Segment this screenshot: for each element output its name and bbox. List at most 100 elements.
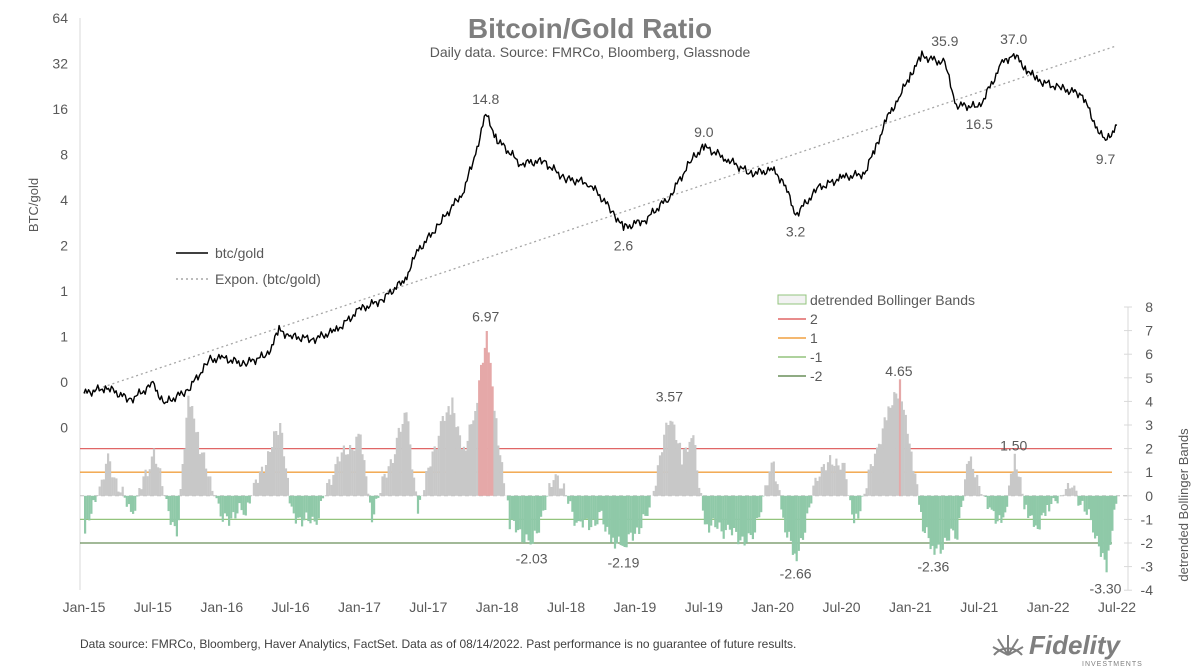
x-tick-label: Jul-17	[409, 599, 447, 615]
band-bar	[148, 469, 151, 496]
band-bar	[457, 426, 460, 496]
band-annotation: -2.66	[780, 566, 812, 582]
band-bar	[552, 480, 555, 496]
band-bar	[988, 495, 991, 508]
band-bar	[146, 476, 149, 496]
band-bar	[590, 495, 593, 528]
band-bar	[766, 485, 769, 496]
band-bar	[751, 495, 754, 540]
band-bar	[610, 495, 613, 543]
band-bar	[818, 476, 821, 496]
band-bar	[508, 495, 511, 530]
band-bar	[1103, 495, 1106, 560]
band-bar	[303, 495, 306, 521]
x-tick-label: Jul-16	[272, 599, 310, 615]
band-bar	[449, 414, 452, 496]
band-bar	[385, 477, 388, 496]
band-bar	[403, 412, 406, 496]
band-bar	[435, 449, 438, 496]
band-bar	[730, 495, 734, 536]
band-bar	[768, 471, 771, 496]
band-bar	[839, 469, 842, 496]
band-bar	[822, 464, 825, 496]
band-bar	[506, 495, 509, 501]
band-bar	[171, 495, 174, 523]
y2-tick-label: 7	[1145, 323, 1153, 339]
band-bar	[804, 495, 807, 533]
band-bar	[714, 495, 717, 528]
band-bar	[512, 495, 516, 521]
x-tick-label: Jul-21	[960, 599, 998, 615]
band-bar	[720, 495, 723, 532]
band-bar	[941, 495, 944, 550]
y-tick-label: 2	[60, 238, 68, 254]
band-bar	[1087, 495, 1090, 510]
band-bar	[298, 495, 302, 518]
band-bar	[393, 454, 397, 496]
band-bar	[978, 486, 981, 496]
band-bar	[916, 484, 919, 496]
legend-label: 1	[810, 330, 818, 346]
band-annotation: 6.97	[472, 308, 499, 324]
band-bar	[918, 495, 921, 505]
band-bar	[640, 495, 643, 529]
band-bar	[431, 451, 434, 496]
band-annotation: -2.19	[607, 554, 639, 570]
band-bar	[1046, 495, 1049, 505]
fidelity-burst-icon	[992, 635, 1024, 656]
band-bar	[1101, 495, 1104, 554]
band-bar	[579, 495, 582, 522]
band-bar	[1034, 495, 1037, 526]
band-bar	[1009, 473, 1013, 496]
band-bar	[705, 495, 709, 525]
band-bar	[228, 495, 231, 526]
band-bar	[701, 495, 705, 511]
band-bar	[962, 495, 965, 501]
y-tick-label: 8	[60, 147, 68, 163]
band-bar	[889, 407, 892, 496]
band-bar	[863, 493, 866, 496]
band-bar	[177, 495, 180, 521]
band-bar	[232, 495, 235, 513]
band-bar	[898, 379, 902, 496]
band-bar	[92, 495, 95, 501]
band-bar	[167, 495, 170, 512]
band-bar	[429, 466, 432, 496]
y2-tick-label: 4	[1145, 393, 1153, 409]
band-bar	[910, 451, 913, 496]
band-bar	[269, 452, 272, 496]
band-bar	[155, 463, 158, 496]
band-bar	[764, 485, 767, 496]
band-bar	[191, 406, 194, 496]
band-bar	[311, 495, 314, 517]
ratio-annotation: 35.9	[931, 33, 958, 49]
band-bar	[588, 495, 591, 531]
x-tick-label: Jul-20	[822, 599, 860, 615]
band-bar	[535, 495, 538, 534]
band-bar	[458, 435, 462, 496]
band-bar	[716, 495, 719, 529]
band-bar	[556, 475, 559, 496]
band-bar	[728, 495, 731, 530]
band-bar	[669, 420, 672, 496]
band-bar	[617, 495, 620, 537]
band-bar	[912, 470, 915, 496]
legend-label: Expon. (btc/gold)	[215, 271, 321, 287]
band-bar	[816, 480, 819, 496]
band-bar	[873, 453, 877, 496]
band-bar	[478, 380, 481, 496]
band-bar	[161, 486, 164, 496]
band-bar	[684, 447, 687, 496]
band-bar	[260, 466, 264, 496]
band-bar	[879, 444, 882, 496]
legend-swatch	[777, 294, 807, 305]
band-bar	[654, 485, 657, 496]
band-bar	[1105, 495, 1108, 573]
band-bar	[468, 424, 471, 496]
band-bar	[213, 495, 216, 496]
band-bar	[209, 476, 212, 496]
band-bar	[906, 433, 909, 496]
band-bar	[187, 395, 190, 496]
band-bar	[1107, 495, 1110, 551]
ratio-annotation: 14.8	[472, 91, 499, 107]
